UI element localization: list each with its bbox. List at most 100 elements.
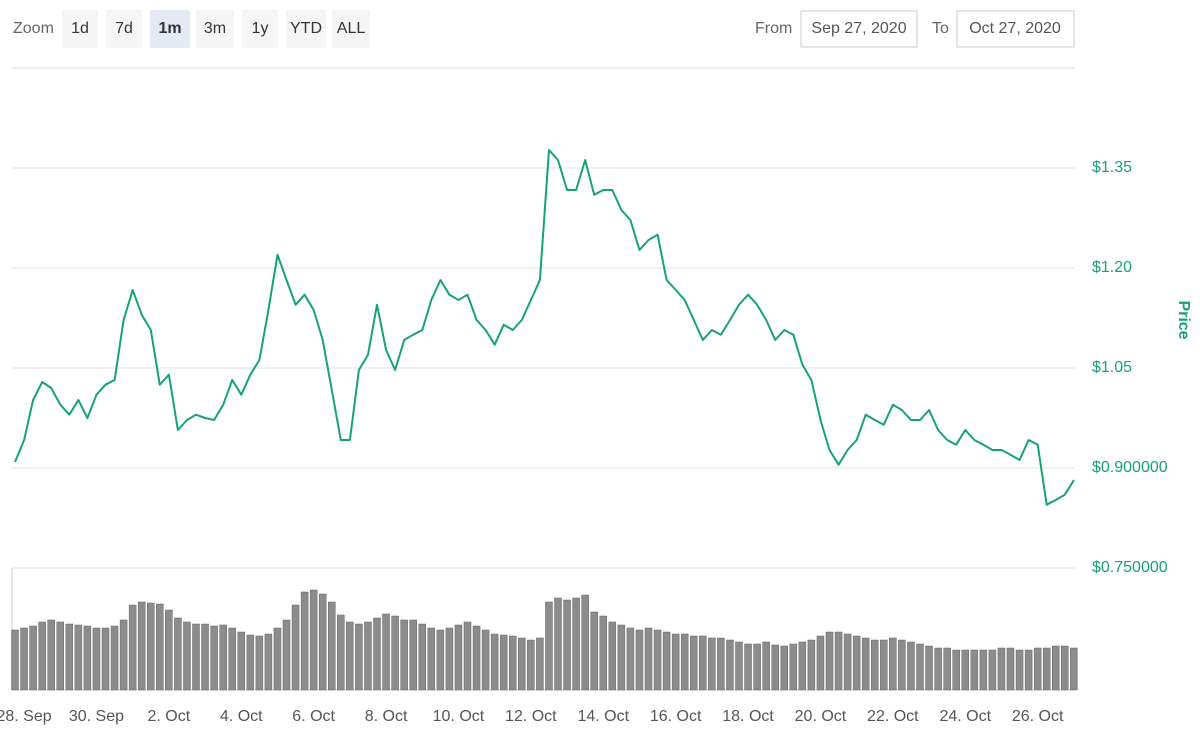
volume-bar	[518, 637, 526, 691]
volume-bar	[798, 641, 807, 691]
volume-bar	[119, 619, 128, 691]
volume-bar	[228, 627, 236, 691]
volume-bar	[56, 621, 64, 691]
volume-bar	[807, 639, 816, 691]
volume-bar	[83, 625, 92, 691]
volume-bar	[128, 604, 137, 691]
volume-bar	[29, 625, 37, 691]
volume-bar	[165, 609, 173, 691]
volume-bar	[880, 639, 888, 691]
volume-bar	[545, 601, 553, 691]
volume-bar	[852, 635, 861, 691]
zoom-button[interactable]	[286, 10, 326, 48]
volume-bar	[753, 643, 761, 691]
volume-bar	[110, 625, 119, 691]
x-tick-label: 14. Oct	[577, 708, 629, 725]
y-tick-label: $1.05	[1092, 359, 1132, 376]
volume-bar	[264, 633, 273, 691]
price-line	[14, 149, 1075, 506]
volume-bar	[834, 631, 843, 691]
volume-bar	[346, 621, 354, 691]
volume-bar	[889, 637, 897, 691]
to-value[interactable]: Oct 27, 2020	[969, 20, 1061, 37]
volume-bar	[925, 645, 933, 691]
zoom-button[interactable]	[332, 10, 370, 48]
volume-bar	[934, 647, 942, 691]
from-value[interactable]: Sep 27, 2020	[811, 20, 906, 37]
volume-bar	[653, 629, 662, 691]
volume-bar	[780, 645, 788, 691]
volume-bar	[472, 625, 481, 691]
y-tick-label: $0.900000	[1092, 459, 1168, 476]
volume-bar	[364, 621, 372, 691]
x-tick-label: 16. Oct	[650, 708, 702, 725]
volume-bar	[490, 633, 499, 691]
volume-bar	[635, 629, 644, 691]
volume-bar	[943, 647, 951, 691]
volume-bar	[1052, 645, 1060, 691]
x-tick-label: 26. Oct	[1012, 708, 1064, 725]
x-tick-label: 30. Sep	[69, 708, 124, 725]
volume-bar	[237, 631, 245, 691]
to-input[interactable]	[956, 10, 1075, 48]
volume-bar	[662, 631, 671, 691]
volume-bar	[137, 601, 146, 691]
x-tick-label: 28. Sep	[0, 708, 52, 725]
volume-bar	[699, 635, 707, 691]
y-tick-label: $1.35	[1092, 159, 1132, 176]
volume-bar	[201, 623, 209, 691]
volume-bar	[680, 633, 689, 691]
volume-bar	[626, 627, 635, 691]
zoom-button[interactable]	[106, 10, 142, 48]
volume-bar	[65, 623, 74, 691]
volume-bar	[463, 621, 472, 691]
volume-bar	[581, 594, 589, 691]
volume-bar	[11, 629, 19, 691]
volume-bar	[898, 639, 906, 691]
volume-bar	[219, 624, 227, 691]
zoom-button-label[interactable]: ALL	[337, 20, 366, 37]
volume-bar	[1015, 649, 1024, 691]
zoom-button[interactable]	[62, 10, 98, 48]
x-tick-label: 18. Oct	[722, 708, 774, 725]
zoom-button-label[interactable]: 3m	[204, 20, 226, 37]
volume-bar	[273, 627, 282, 691]
volume-bar	[309, 589, 318, 691]
zoom-button-label[interactable]: 1m	[158, 20, 181, 37]
zoom-button-label[interactable]: 1y	[252, 20, 269, 37]
x-tick-label: 6. Oct	[292, 708, 335, 725]
volume-bar	[291, 604, 300, 691]
volume-bar	[816, 635, 825, 691]
volume-bar	[970, 649, 979, 691]
zoom-button-label[interactable]: 1d	[71, 20, 89, 37]
volume-bar	[735, 641, 743, 691]
volume-bar	[617, 624, 626, 691]
x-tick-label: 2. Oct	[148, 708, 191, 725]
volume-bar	[997, 647, 1006, 691]
volume-bar	[1042, 647, 1051, 691]
volume-bar	[20, 627, 28, 691]
from-input[interactable]	[800, 10, 918, 48]
volume-bar	[961, 649, 969, 691]
volume-bar	[871, 639, 879, 691]
x-tick-label: 8. Oct	[365, 708, 408, 725]
x-tick-label: 12. Oct	[505, 708, 557, 725]
volume-bar	[771, 644, 779, 691]
volume-bar	[590, 611, 598, 691]
zoom-button[interactable]	[242, 10, 278, 48]
zoom-button-label[interactable]: 7d	[115, 20, 133, 37]
zoom-button-label[interactable]: YTD	[290, 20, 322, 37]
volume-bar	[762, 641, 770, 691]
volume-bar	[246, 634, 255, 691]
volume-bar	[454, 624, 463, 691]
y-tick-label: $0.750000	[1092, 559, 1168, 576]
volume-bar	[183, 621, 191, 691]
volume-bar	[979, 649, 988, 691]
volume-bar	[861, 637, 870, 691]
volume-bar	[210, 625, 218, 691]
volume-bar	[1061, 645, 1069, 691]
volume-bar	[156, 603, 164, 691]
zoom-button[interactable]	[150, 10, 190, 48]
zoom-button[interactable]	[196, 10, 234, 48]
